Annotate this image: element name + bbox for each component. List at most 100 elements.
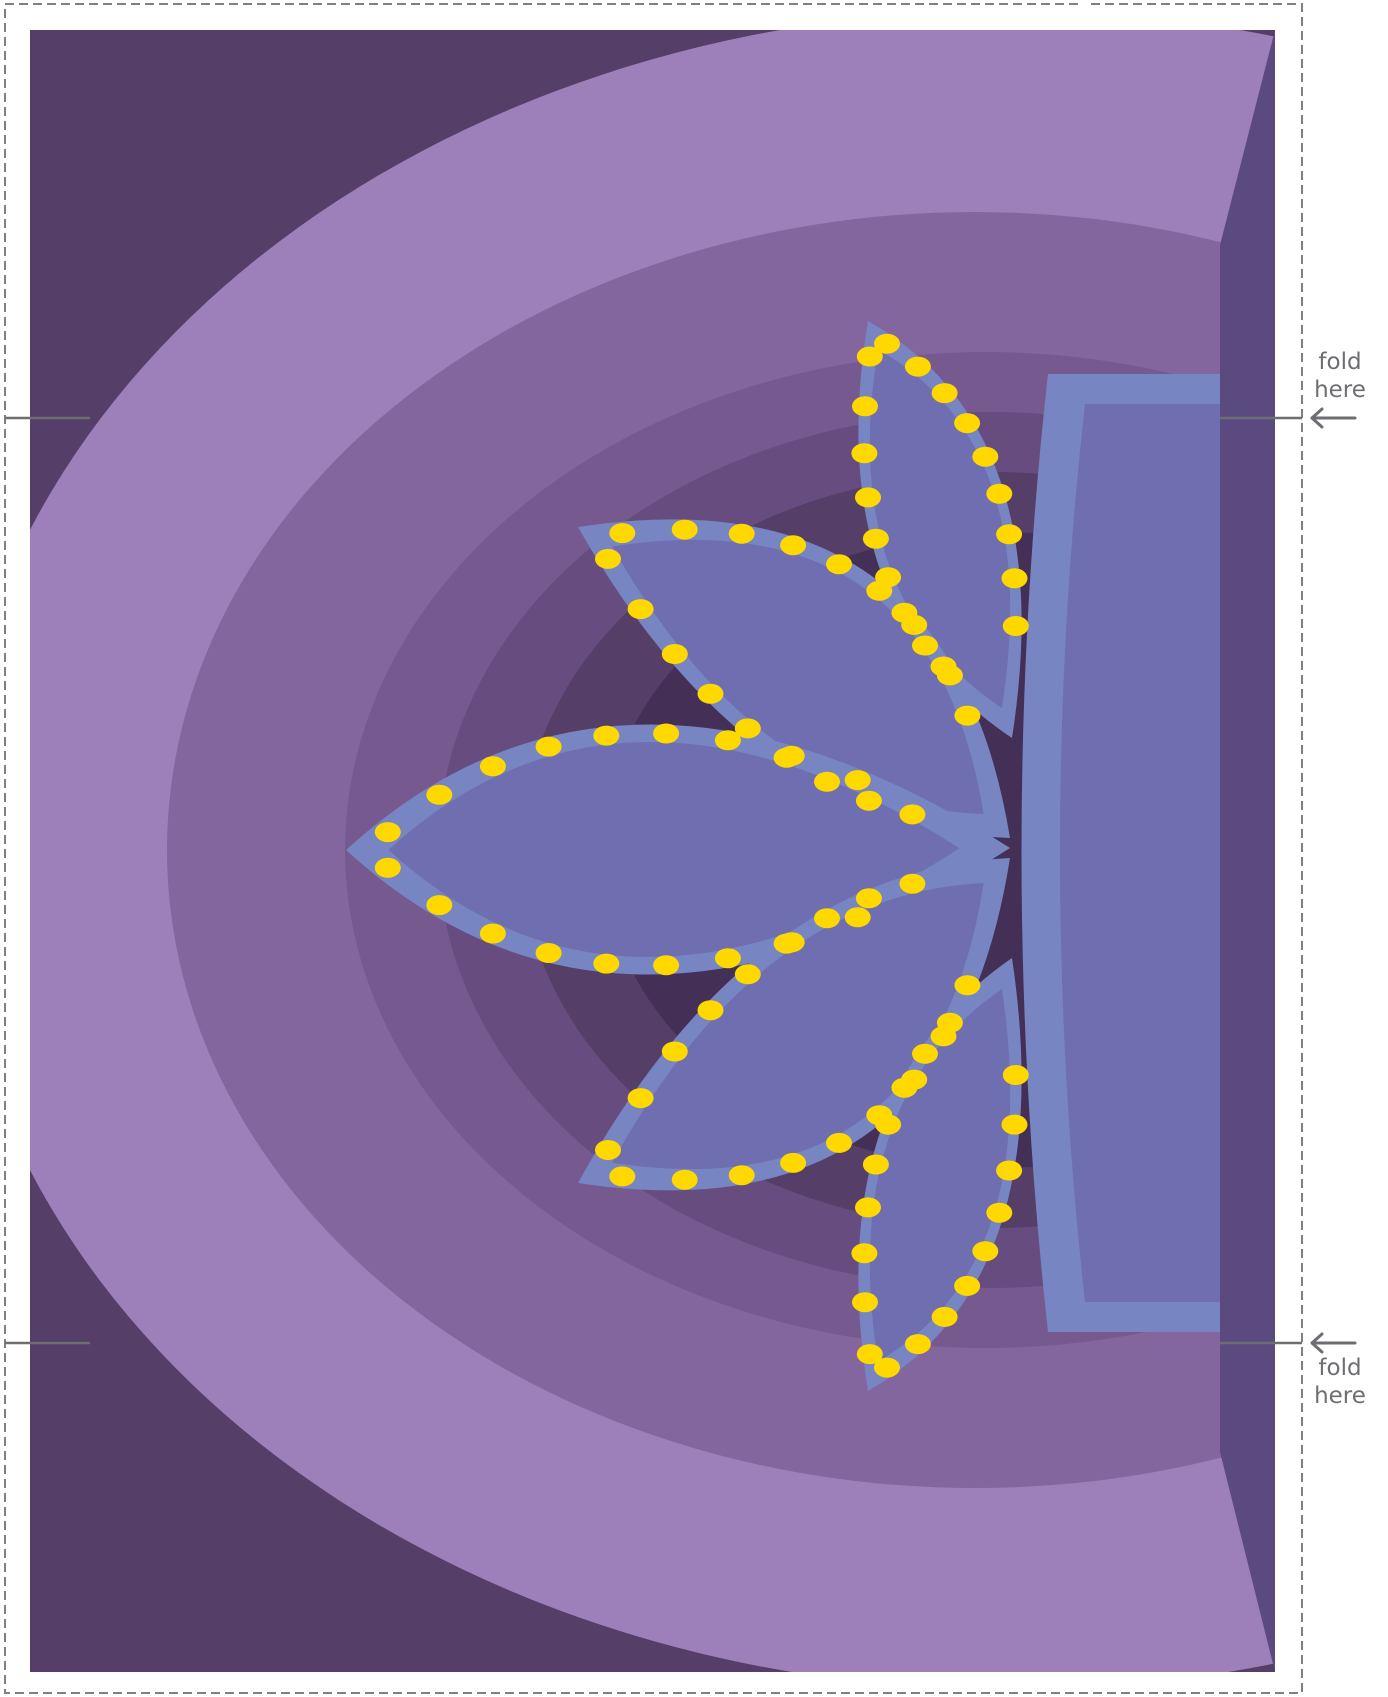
fold-label-bottom: fold here	[1300, 1354, 1380, 1410]
marquee-bulb	[814, 908, 840, 929]
lotus-petal-lower-side-fill	[612, 883, 984, 1170]
fold-guides	[5, 416, 1302, 1345]
marquee-bulb	[931, 1306, 958, 1327]
marquee-bulb	[851, 443, 878, 464]
marquee-bulb	[936, 1012, 963, 1033]
fold-label-bottom-line1: fold	[1318, 1355, 1362, 1381]
marquee-bulb	[1002, 1065, 1029, 1085]
marquee-bulb	[535, 943, 562, 963]
marquee-bulb	[697, 1000, 724, 1021]
marquee-bulb	[1001, 1114, 1028, 1135]
marquee-bulb	[661, 1041, 688, 1062]
marquee-bulb	[901, 614, 928, 635]
marquee-bulb	[972, 1241, 999, 1262]
fold-label-bottom-line2: here	[1314, 1383, 1366, 1409]
marquee-bulb	[728, 523, 755, 544]
marquee-bulb	[780, 535, 807, 556]
marquee-bulb	[852, 396, 878, 417]
marquee-bulb	[671, 1169, 698, 1190]
arrow-left-icon	[1310, 407, 1357, 429]
marquee-bulb	[479, 923, 506, 944]
marquee-bulb	[899, 804, 926, 825]
marquee-bulb	[595, 548, 621, 569]
marquee-bulb	[374, 857, 401, 878]
marquee-bulb	[930, 656, 957, 677]
marquee-bulb	[875, 1114, 902, 1135]
marquee-bulb	[891, 1077, 918, 1098]
marquee-bulb	[627, 1088, 654, 1109]
marquee-bulb	[862, 528, 889, 549]
marquee-bulb	[826, 1132, 852, 1153]
marquee-bulb	[609, 523, 636, 544]
marquee-bulb	[912, 635, 938, 656]
marquee-bulb	[855, 487, 881, 508]
marquee-bulb	[862, 1154, 889, 1175]
marquee-bulb	[899, 873, 926, 894]
marquee-bulb	[593, 953, 620, 974]
marquee-bulb	[904, 356, 931, 377]
fold-label-top: fold here	[1300, 348, 1380, 404]
marquee-bulb	[852, 1292, 878, 1313]
marquee-bulb	[1002, 616, 1029, 636]
marquee-bulb	[954, 975, 981, 996]
marquee-bulb	[972, 446, 999, 467]
marquee-bulb	[904, 1334, 931, 1355]
stage-frame	[1021, 374, 1220, 1332]
marquee-bulb	[912, 1043, 938, 1064]
marquee-bulb	[697, 683, 724, 704]
arrow-left-icon	[1310, 1332, 1357, 1354]
marquee-bulb	[874, 1357, 900, 1378]
marquee-bulb	[734, 964, 761, 985]
marquee-bulb	[773, 933, 800, 954]
marquee-bulb	[931, 383, 958, 404]
marquee-bulb	[609, 1166, 636, 1187]
marquee-bulb	[814, 771, 840, 792]
marquee-bulb	[653, 955, 680, 976]
marquee-bulb	[595, 1140, 621, 1160]
marquee-bulb	[1001, 568, 1028, 589]
marquee-bulb	[826, 554, 852, 575]
right-side-strip	[1220, 30, 1275, 1672]
marquee-bulb	[535, 736, 562, 757]
marquee-bulb	[986, 483, 1013, 504]
marquee-bulb	[855, 1197, 881, 1218]
marquee-bulb	[374, 822, 401, 843]
marquee-bulb	[954, 413, 981, 434]
marquee-bulb	[671, 519, 698, 540]
marquee-bulb	[986, 1202, 1013, 1223]
marquee-bulb	[734, 718, 761, 739]
fold-label-top-line1: fold	[1318, 349, 1362, 375]
marquee-bulb	[714, 730, 741, 751]
lotus-petals	[346, 321, 1022, 1391]
marquee-bulb	[426, 895, 453, 916]
marquee-bulb	[855, 790, 882, 811]
lotus-petal-upper-side-fill	[612, 539, 984, 814]
marquee-bulb	[844, 770, 871, 791]
lotus-petal-bottom-back-fill	[869, 989, 1011, 1362]
marquee-bulb	[426, 784, 453, 805]
marquee-bulb	[856, 346, 883, 367]
marquee-bulb	[954, 1275, 981, 1296]
marquee-bulb	[996, 1160, 1023, 1181]
marquee-bulb	[627, 599, 654, 620]
marquee-bulb	[728, 1165, 755, 1186]
marquee-bulbs	[374, 333, 1029, 1378]
marquee-bulb	[856, 1344, 883, 1365]
stage-frame-inner	[1060, 404, 1220, 1302]
marquee-bulb	[866, 580, 893, 601]
marquee-bulb	[661, 644, 688, 664]
marquee-bulb	[479, 756, 506, 777]
marquee-bulb	[954, 705, 981, 726]
lotus-petal-center-fill	[388, 741, 960, 958]
marquee-bulb	[855, 888, 882, 909]
marquee-bulb	[844, 907, 871, 928]
marquee-bulb	[851, 1243, 878, 1264]
marquee-bulb	[653, 723, 680, 744]
cut-line	[4, 3, 1303, 1694]
lotus-petal-top-back-fill	[869, 349, 1011, 709]
marquee-bulb	[778, 745, 805, 766]
marquee-bulb	[874, 333, 900, 354]
marquee-bulb	[996, 524, 1023, 545]
fold-label-top-line2: here	[1314, 377, 1366, 403]
